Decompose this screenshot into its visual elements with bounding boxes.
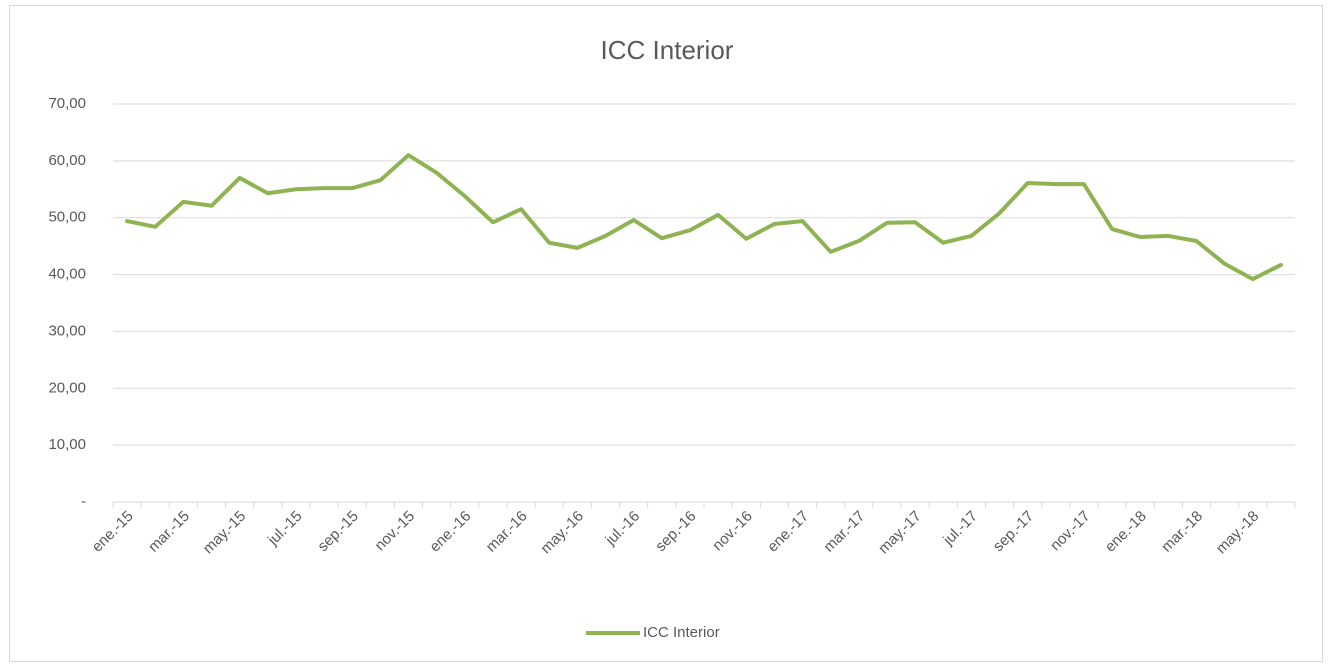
data-line [125, 153, 1283, 282]
y-tick-label: 40,00 [48, 266, 86, 283]
y-tick-label: 30,00 [48, 322, 86, 339]
chart-border [9, 5, 1323, 662]
y-tick-label: 70,00 [48, 95, 86, 112]
y-tick-label: 50,00 [48, 209, 86, 226]
y-tick-label: 60,00 [48, 152, 86, 169]
y-tick-label: 20,00 [48, 379, 86, 396]
y-tick-label: - [81, 493, 86, 510]
y-tick-label: 10,00 [48, 436, 86, 453]
legend-label: ICC Interior [643, 624, 720, 641]
chart-title: ICC Interior [601, 35, 734, 65]
